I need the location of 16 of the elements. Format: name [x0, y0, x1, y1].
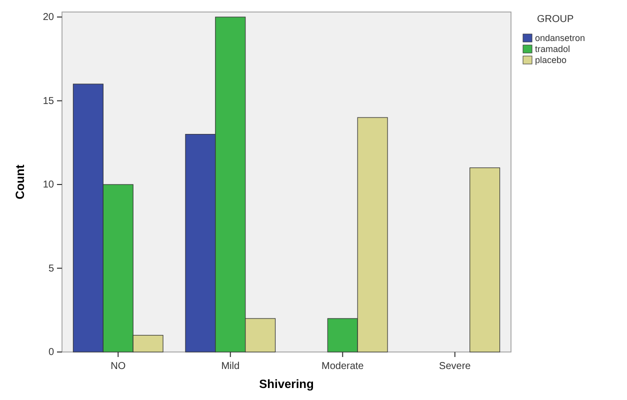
y-tick-label: 20	[42, 12, 54, 24]
x-tick-label: Mild	[221, 361, 240, 372]
legend-label: tramadol	[535, 44, 570, 54]
legend-title: GROUP	[537, 14, 574, 25]
legend-label: ondansetron	[535, 33, 586, 43]
y-tick-label: 15	[42, 96, 54, 107]
y-tick-label: 0	[48, 347, 54, 358]
y-tick-label: 5	[48, 263, 54, 274]
legend-label: placebo	[535, 55, 567, 65]
x-axis-title: Shivering	[259, 377, 314, 391]
x-tick-label: Moderate	[322, 361, 364, 372]
x-tick-label: NO	[110, 361, 126, 372]
bar	[470, 167, 500, 352]
y-tick-label: 10	[42, 180, 54, 191]
y-axis-title: Count	[13, 164, 27, 200]
x-tick-label: Severe	[439, 361, 472, 372]
